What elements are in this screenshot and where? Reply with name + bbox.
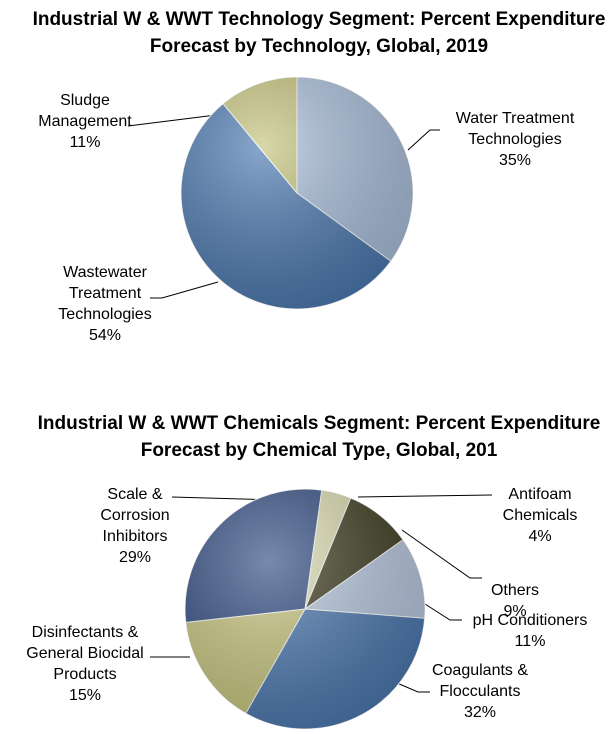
slice-label: Water Treatment Technologies 35%: [445, 108, 585, 171]
slice-label: Coagulants & Flocculants 32%: [424, 660, 536, 723]
value-label: 11%: [514, 633, 546, 650]
slice-label: Sludge Management 11%: [30, 90, 140, 153]
category-label: Disinfectants & General Biocidal Product…: [26, 624, 144, 683]
value-label: 35%: [498, 152, 532, 169]
category-label: Coagulants & Flocculants: [431, 662, 529, 700]
category-label: Sludge Management: [38, 92, 132, 130]
value-label: 32%: [463, 704, 497, 721]
chart-title: Industrial W & WWT Technology Segment: P…: [32, 9, 606, 57]
value-label: 11%: [69, 134, 101, 151]
slice-label: pH Conditioners 11%: [455, 610, 605, 652]
category-label: Wastewater Treatment Technologies: [58, 264, 152, 323]
leader-line: [407, 129, 440, 151]
category-label: Antifoam Chemicals: [502, 486, 578, 524]
value-label: 54%: [88, 327, 122, 344]
category-label: pH Conditioners: [472, 612, 588, 629]
category-label: Water Treatment Technologies: [455, 110, 575, 148]
category-label: Scale & Corrosion Inhibitors: [100, 486, 170, 545]
chart-title: Industrial W & WWT Chemicals Segment: Pe…: [37, 413, 601, 461]
slice-label: Others 9%: [470, 580, 560, 622]
slice-label: Scale & Corrosion Inhibitors 29%: [90, 484, 180, 568]
value-label: 15%: [68, 687, 102, 704]
value-label: 4%: [528, 528, 552, 545]
value-label: 29%: [118, 549, 152, 566]
pie-slice: [184, 488, 323, 623]
value-label: 9%: [503, 603, 527, 620]
slice-label: Disinfectants & General Biocidal Product…: [10, 622, 160, 706]
slice-label: Antifoam Chemicals 4%: [495, 484, 585, 547]
leader-line: [357, 494, 493, 498]
category-label: Others: [490, 582, 539, 599]
slice-label: Wastewater Treatment Technologies 54%: [49, 262, 161, 346]
leader-line: [424, 603, 462, 621]
